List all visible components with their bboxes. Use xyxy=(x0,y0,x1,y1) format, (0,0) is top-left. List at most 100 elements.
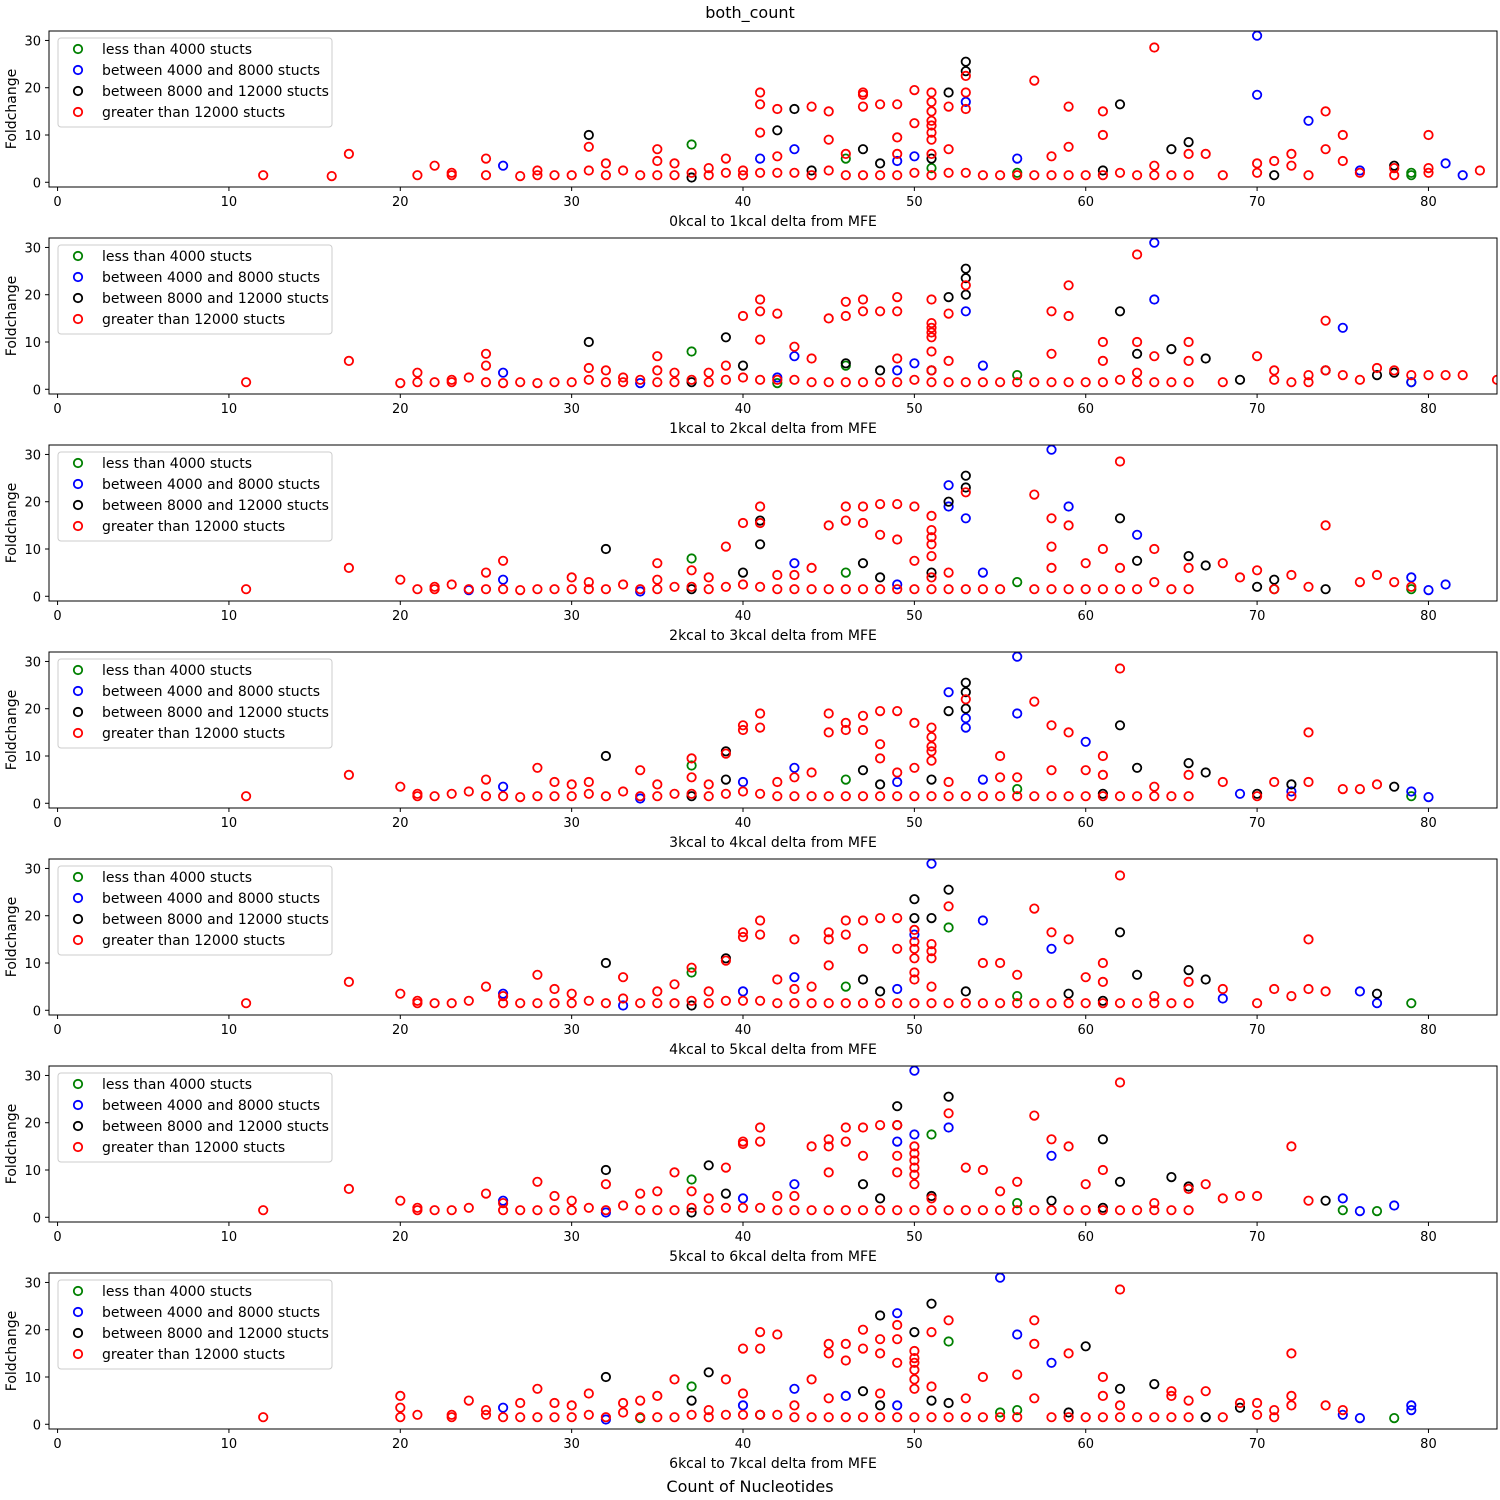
data-point xyxy=(1063,280,1074,291)
y-tick-label: 20 xyxy=(24,82,41,97)
data-point xyxy=(1286,791,1297,802)
x-tick-label: 0 xyxy=(53,1230,61,1245)
data-point xyxy=(943,1091,954,1102)
data-point xyxy=(1029,1393,1040,1404)
data-point xyxy=(1029,75,1040,86)
data-point xyxy=(1063,988,1074,999)
data-point xyxy=(635,377,646,389)
data-point xyxy=(1371,362,1383,374)
data-point xyxy=(1183,1183,1194,1195)
y-axis-label: Foldchange xyxy=(4,483,20,563)
data-point xyxy=(1389,1200,1400,1211)
data-point xyxy=(806,562,817,574)
data-point xyxy=(754,995,766,1006)
data-point xyxy=(1097,791,1109,802)
data-point xyxy=(909,167,920,178)
data-point xyxy=(994,772,1006,783)
data-point xyxy=(909,998,920,1009)
legend-marker xyxy=(72,64,84,76)
data-point xyxy=(1097,1412,1109,1423)
data-point xyxy=(1337,783,1348,795)
x-tick-label: 40 xyxy=(735,816,752,831)
data-point xyxy=(943,1336,954,1347)
data-point xyxy=(497,555,509,566)
data-point xyxy=(1303,377,1314,388)
data-point xyxy=(1320,520,1331,531)
data-point xyxy=(1252,158,1263,169)
data-point xyxy=(1234,1402,1246,1413)
data-point xyxy=(720,788,732,799)
data-point xyxy=(943,87,954,98)
series-4 xyxy=(258,1284,1348,1423)
x-tick-label: 80 xyxy=(1420,1437,1437,1452)
data-point xyxy=(497,1402,509,1413)
data-point xyxy=(1320,315,1331,326)
data-point xyxy=(1012,969,1023,980)
data-point xyxy=(1063,101,1074,112)
data-point xyxy=(703,1405,714,1416)
data-point xyxy=(549,1205,560,1216)
data-point xyxy=(412,170,423,181)
data-point xyxy=(1183,377,1194,388)
data-point xyxy=(874,986,886,997)
x-tick-label: 20 xyxy=(392,609,409,624)
data-point xyxy=(720,153,732,164)
data-point xyxy=(840,584,851,595)
data-point xyxy=(1200,560,1211,571)
data-point xyxy=(926,722,937,733)
y-tick-label: 20 xyxy=(24,1324,41,1339)
data-point xyxy=(1217,1193,1228,1204)
data-point xyxy=(1234,572,1246,583)
subplot-1: 0 10 20 30 40 50 60 70 80 0 10 20 30 0kcal to 1kcal d… xyxy=(4,30,1498,230)
data-point xyxy=(497,584,509,595)
x-tick-label: 50 xyxy=(906,1437,923,1452)
legend-label: greater than 12000 stucts xyxy=(102,726,285,742)
data-point xyxy=(532,1383,543,1394)
data-point xyxy=(515,584,526,596)
data-point xyxy=(772,791,783,802)
data-point xyxy=(720,1162,732,1173)
data-point xyxy=(1183,964,1194,976)
data-point xyxy=(737,567,749,578)
data-point xyxy=(840,1338,851,1350)
data-point xyxy=(1097,106,1109,117)
legend-label: between 4000 and 8000 stucts xyxy=(102,684,320,700)
data-point xyxy=(926,731,937,743)
legend-marker xyxy=(72,871,84,883)
data-point xyxy=(1183,562,1194,574)
data-point xyxy=(652,1205,663,1216)
data-point xyxy=(892,99,903,110)
data-point xyxy=(1303,170,1314,181)
data-point xyxy=(737,786,749,797)
data-point xyxy=(1269,365,1280,376)
data-point xyxy=(1183,148,1194,159)
legend-marker xyxy=(72,250,84,262)
data-point xyxy=(737,1193,749,1204)
data-point xyxy=(1406,377,1417,388)
data-point xyxy=(497,160,509,171)
data-point xyxy=(1183,137,1194,148)
data-point xyxy=(1046,1357,1057,1368)
data-point xyxy=(1491,374,1497,385)
data-point xyxy=(1029,377,1040,388)
data-point xyxy=(909,1162,920,1173)
data-point xyxy=(1080,377,1091,388)
data-point xyxy=(669,979,680,990)
data-point xyxy=(754,294,766,305)
data-point xyxy=(909,1383,920,1394)
data-point xyxy=(1269,574,1280,585)
data-point xyxy=(1389,781,1400,792)
legend-label: less than 4000 stucts xyxy=(102,1284,252,1300)
y-tick-label: 30 xyxy=(24,1069,41,1084)
subplot-7: 0 10 20 30 40 50 60 70 80 0 10 20 30 6kcal to 7kcal d… xyxy=(4,1272,1498,1472)
data-point xyxy=(977,567,989,578)
data-point xyxy=(703,584,714,595)
data-point xyxy=(926,1381,937,1392)
x-tick-label: 80 xyxy=(1420,1023,1437,1038)
data-point xyxy=(429,1205,440,1216)
data-point xyxy=(1354,783,1366,795)
y-tick-label: 20 xyxy=(24,496,41,511)
y-tick-label: 10 xyxy=(24,957,41,972)
data-point xyxy=(1406,998,1417,1009)
data-point xyxy=(892,132,903,143)
